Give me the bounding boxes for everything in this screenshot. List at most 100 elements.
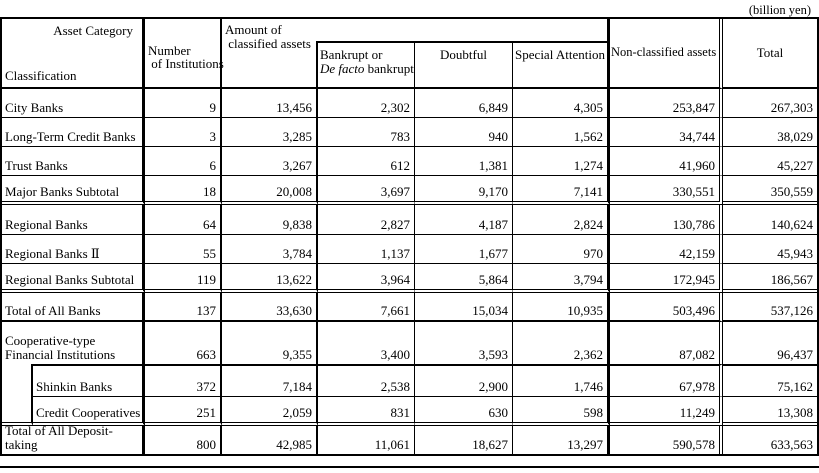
table-cell: 372 [145, 364, 222, 397]
table-cell: 9,838 [222, 205, 318, 235]
table-cell: 18,627 [415, 426, 513, 454]
table-cell: 87,082 [610, 322, 723, 364]
header-amount-of-classified-assets: Amount of classified assets Bankrupt or … [222, 19, 610, 89]
row-label: Long-Term Credit Banks [2, 118, 145, 147]
table-cell: 5,864 [415, 264, 513, 293]
table-cell: 503,496 [610, 293, 723, 322]
table-cell: 1,677 [415, 235, 513, 264]
table-cell: 783 [318, 118, 415, 147]
table-cell: 4,187 [415, 205, 513, 235]
table-cell: 45,943 [723, 235, 817, 264]
table-cell: 33,630 [222, 293, 318, 322]
table-cell: 2,302 [318, 89, 415, 118]
table-cell: 1,746 [513, 364, 610, 397]
table-cell: 34,744 [610, 118, 723, 147]
row-label: Trust Banks [2, 147, 145, 176]
table-cell: 18 [145, 176, 222, 205]
row-label: Credit Cooperatives [33, 397, 145, 426]
table-cell: 45,227 [723, 147, 817, 176]
table-cell: 330,551 [610, 176, 723, 205]
header-bankrupt-line1: Bankrupt or [320, 47, 383, 62]
table-cell: 13,622 [222, 264, 318, 293]
table-cell: 970 [513, 235, 610, 264]
table-cell: 15,034 [415, 293, 513, 322]
table-cell: 9 [145, 89, 222, 118]
table-cell: 172,945 [610, 264, 723, 293]
header-number-line2: of Institutions [148, 56, 224, 71]
header-total: Total [723, 19, 817, 89]
table-cell: 2,900 [415, 364, 513, 397]
row-label: Regional Banks Subtotal [2, 264, 145, 293]
table-cell: 1,274 [513, 147, 610, 176]
table-cell: 20,008 [222, 176, 318, 205]
header-special-attention: Special Attention [515, 47, 605, 62]
table-cell: 940 [415, 118, 513, 147]
row-label: Regional Banks Ⅱ [2, 235, 145, 264]
bottom-rule [0, 466, 819, 468]
table-cell: 630 [415, 397, 513, 426]
header-classification-label: Classification [5, 67, 77, 83]
header-bankrupt-line2: De facto bankrupt [320, 60, 414, 76]
table-cell: 1,137 [318, 235, 415, 264]
table-cell: 350,559 [723, 176, 817, 205]
table-cell: 663 [145, 322, 222, 364]
table-cell: 3,794 [513, 264, 610, 293]
table-cell: 13,297 [513, 426, 610, 454]
table-cell: 67,978 [610, 364, 723, 397]
table-cell: 11,061 [318, 426, 415, 454]
table-cell: 2,824 [513, 205, 610, 235]
table-cell: 800 [145, 426, 222, 454]
table-cell: 55 [145, 235, 222, 264]
table-cell: 2,059 [222, 397, 318, 426]
table-cell: 2,538 [318, 364, 415, 397]
table-cell: 598 [513, 397, 610, 426]
header-number-line1: Number [148, 42, 191, 58]
row-label: Regional Banks [2, 205, 145, 235]
table-cell: 612 [318, 147, 415, 176]
header-classification-cell: Asset Category Classification [2, 19, 145, 89]
table-cell: 2,362 [513, 322, 610, 364]
header-doubtful: Doubtful [415, 43, 513, 87]
table-cell: 831 [318, 397, 415, 426]
table-cell: 3,784 [222, 235, 318, 264]
table-cell: 6,849 [415, 89, 513, 118]
table-cell: 140,624 [723, 205, 817, 235]
classified-categories-subheader-box: Bankrupt or De facto bankrupt Doubtful S… [316, 41, 607, 87]
table-cell: 3,267 [222, 147, 318, 176]
unit-caption: (billion yen) [748, 3, 811, 17]
table-cell: 537,126 [723, 293, 817, 322]
table-cell: 7,184 [222, 364, 318, 397]
table-cell: 6 [145, 147, 222, 176]
row-label: Major Banks Subtotal [2, 176, 145, 205]
table-cell: 9,170 [415, 176, 513, 205]
table-cell: 186,567 [723, 264, 817, 293]
table-cell: 3,593 [415, 322, 513, 364]
table-cell: 1,562 [513, 118, 610, 147]
asset-classification-table: Asset Category Classification Number of … [0, 17, 819, 456]
table-cell: 41,960 [610, 147, 723, 176]
table-cell: 137 [145, 293, 222, 322]
table-cell: 42,159 [610, 235, 723, 264]
table-cell: 2,827 [318, 205, 415, 235]
table-cell: 3,964 [318, 264, 415, 293]
row-label: Total of All Deposit-taking [2, 426, 145, 454]
table-cell: 4,305 [513, 89, 610, 118]
header-non-classified-assets: Non-classified assets [610, 19, 723, 89]
table-cell: 1,381 [415, 147, 513, 176]
table-cell: 3,285 [222, 118, 318, 147]
row-label: City Banks [2, 89, 145, 118]
table-cell: 75,162 [723, 364, 817, 397]
table-cell: 130,786 [610, 205, 723, 235]
table-cell: 42,985 [222, 426, 318, 454]
header-asset-category-label: Asset Category [53, 23, 133, 38]
table-cell: 11,249 [610, 397, 723, 426]
row-label: Total of All Banks [2, 293, 145, 322]
table-cell: 10,935 [513, 293, 610, 322]
table-cell: 9,355 [222, 322, 318, 364]
table-cell: 267,303 [723, 89, 817, 118]
indent-strip-cell [2, 364, 33, 426]
table-cell: 633,563 [770, 436, 813, 452]
table-cell: 13,308 [723, 397, 817, 426]
table-cell: 3,697 [318, 176, 415, 205]
